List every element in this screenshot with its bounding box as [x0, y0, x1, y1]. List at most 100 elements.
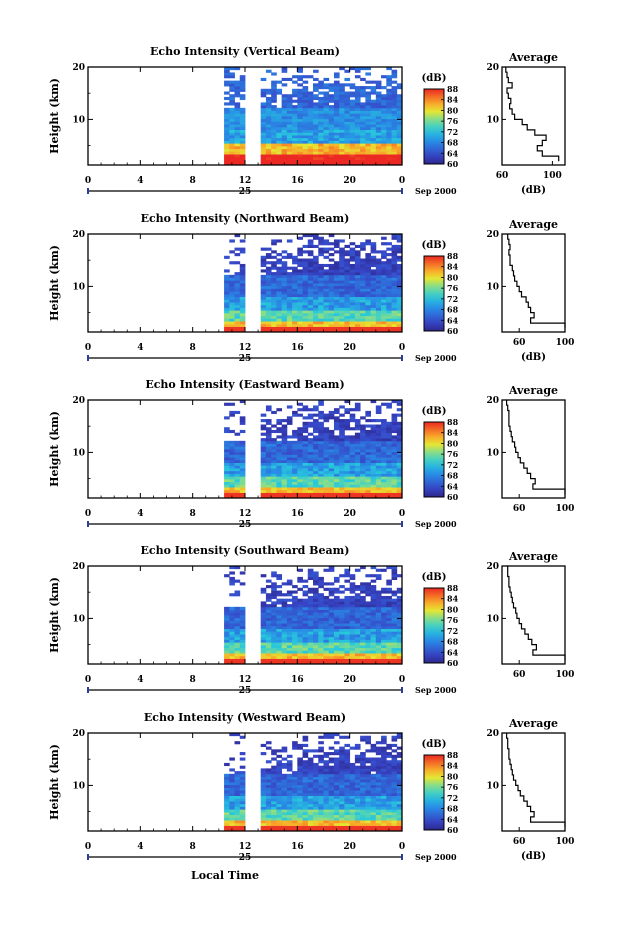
heatmap-cell — [339, 83, 345, 87]
heatmap-cell — [239, 118, 246, 122]
heatmap-cell — [344, 825, 351, 829]
heatmap-cell — [313, 293, 319, 298]
heatmap-cell — [229, 612, 235, 616]
heatmap-cell — [276, 495, 283, 499]
heatmap-cell — [339, 598, 345, 602]
heatmap-cell — [365, 261, 371, 265]
heatmap-cell — [292, 798, 298, 802]
heatmap-cell — [260, 432, 267, 436]
heatmap-cell — [381, 296, 387, 300]
heatmap-cell — [349, 323, 356, 327]
heatmap-cell — [365, 410, 371, 415]
heatmap-cell — [370, 110, 377, 114]
heatmap-cell — [260, 639, 267, 643]
heatmap-cell — [224, 137, 230, 141]
heatmap-cell — [265, 741, 272, 745]
heatmap-cell — [307, 137, 314, 141]
heatmap-cell — [234, 107, 241, 111]
heatmap-cell — [323, 239, 330, 243]
heatmap-cell — [234, 590, 241, 594]
heatmap-cell — [360, 615, 366, 619]
heatmap-cell — [333, 642, 340, 646]
heatmap-cell — [271, 595, 277, 600]
heatmap-cell — [328, 609, 335, 613]
heatmap-cell — [328, 746, 335, 750]
y-axis-label: Height (km) — [48, 245, 61, 321]
heatmap-cell — [375, 408, 382, 412]
heatmap-cell — [333, 272, 340, 276]
heatmap-cell — [375, 470, 382, 474]
date-label: Sep 2000 — [415, 685, 457, 695]
heatmap-cell — [339, 266, 345, 270]
heatmap-cell — [313, 318, 319, 322]
heatmap-cell — [339, 323, 345, 327]
heatmap-cell — [396, 623, 403, 627]
heatmap-cell — [339, 145, 345, 150]
colorbar-tick-label: 68 — [447, 305, 459, 315]
heatmap-cell — [323, 470, 330, 474]
heatmap-cell — [239, 631, 246, 635]
heatmap-cell — [234, 285, 241, 289]
heatmap-cell — [354, 661, 361, 665]
heatmap-cell — [292, 80, 298, 84]
heatmap-cell — [281, 787, 288, 791]
heatmap-cell — [292, 601, 298, 605]
heatmap-cell — [229, 310, 235, 314]
heatmap-cell — [333, 579, 340, 583]
heatmap-cell — [281, 814, 288, 818]
heatmap-cell — [333, 617, 340, 621]
heatmap-cell — [396, 110, 403, 114]
heatmap-cell — [313, 258, 319, 262]
heatmap-cell — [370, 107, 377, 111]
heatmap-cell — [229, 239, 235, 243]
heatmap-cell — [297, 454, 303, 458]
heatmap-cell — [234, 110, 241, 114]
heatmap-cell — [333, 274, 340, 278]
heatmap-cell — [365, 110, 371, 114]
heatmap-cell — [229, 291, 235, 295]
heatmap-cell — [271, 806, 277, 810]
heatmap-cell — [276, 266, 283, 270]
heatmap-cell — [276, 124, 283, 128]
heatmap-cell — [375, 121, 382, 125]
heatmap-cell — [386, 402, 392, 406]
heatmap-cell — [344, 94, 351, 98]
heatmap-cell — [365, 642, 371, 646]
average-y-tick-label: 10 — [486, 115, 499, 125]
heatmap-cell — [307, 609, 314, 613]
heatmap-cell — [339, 798, 345, 802]
heatmap-cell — [281, 110, 288, 114]
heatmap-cell — [354, 636, 361, 640]
heatmap-cell — [234, 473, 241, 477]
heatmap-cell — [286, 307, 293, 311]
heatmap-cell — [328, 113, 335, 117]
heatmap-cell — [381, 250, 387, 254]
heatmap-cell — [354, 644, 361, 649]
heatmap-cell — [297, 598, 303, 602]
heatmap-cell — [271, 88, 277, 92]
heatmap-cell — [302, 451, 309, 455]
heatmap-cell — [297, 642, 303, 646]
heatmap-cell — [229, 429, 235, 434]
heatmap-cell — [344, 628, 351, 632]
heatmap-cell — [349, 795, 356, 799]
heatmap-cell — [323, 419, 330, 423]
heatmap-cell — [229, 733, 235, 737]
heatmap-cell — [344, 451, 351, 455]
heatmap-cell — [391, 296, 398, 300]
heatmap-cell — [297, 625, 303, 630]
heatmap-cell — [323, 427, 330, 431]
heatmap-cell — [307, 760, 314, 764]
heatmap-cell — [386, 642, 392, 646]
heatmap-cell — [313, 299, 319, 303]
heatmap-cell — [396, 315, 403, 319]
heatmap-cell — [333, 323, 340, 327]
heatmap-cell — [239, 487, 246, 491]
heatmap-cell — [349, 83, 356, 87]
heatmap-cell — [333, 315, 340, 319]
heatmap-cell — [307, 443, 314, 447]
heatmap-cell — [292, 825, 298, 829]
heatmap-cell — [344, 752, 351, 756]
heatmap-cell — [354, 266, 361, 270]
heatmap-cell — [349, 269, 356, 273]
